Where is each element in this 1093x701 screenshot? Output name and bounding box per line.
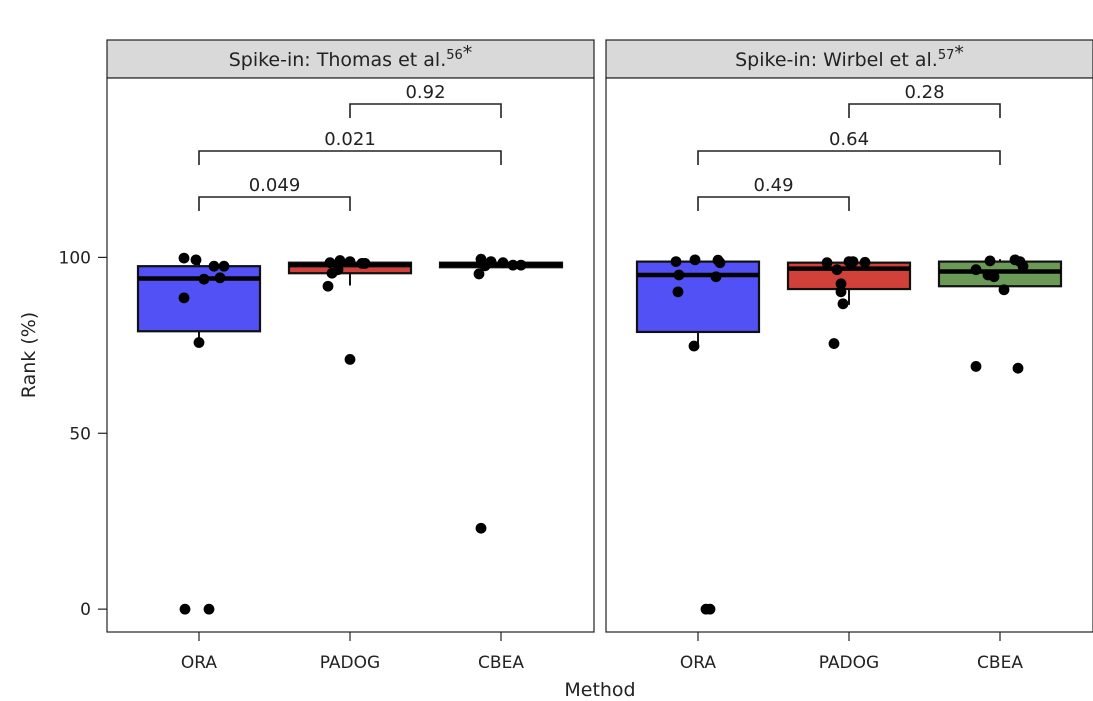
panel-title-main: Spike-in: Thomas et al. — [229, 49, 447, 71]
data-point — [332, 264, 344, 276]
bracket-line — [697, 150, 1001, 165]
data-point — [828, 338, 840, 349]
x-tick-label: PADOG — [320, 653, 380, 673]
data-point — [831, 264, 843, 276]
bracket-line — [349, 103, 502, 118]
bracket-line — [198, 196, 351, 211]
panel-title-superscript: 57 — [938, 48, 955, 63]
data-point — [837, 298, 849, 310]
pvalue-bracket: 0.049 — [198, 175, 351, 211]
panel-1: Spike-in: Thomas et al.56* 0.049 0.021 0.92… — [106, 39, 595, 673]
data-point — [859, 256, 871, 268]
bracket-line — [848, 103, 1001, 118]
data-point — [475, 522, 487, 534]
data-point — [673, 269, 685, 281]
data-point — [324, 257, 336, 269]
pvalue-bracket: 0.92 — [349, 82, 502, 118]
panel-title: Spike-in: Thomas et al.56* — [229, 42, 473, 71]
data-point — [704, 603, 716, 615]
box-padog — [786, 259, 912, 305]
panel-2: Spike-in: Wirbel et al.57* 0.49 0.64 0.28 OR… — [605, 39, 1093, 673]
box-cbea — [937, 259, 1063, 288]
data-point — [497, 257, 509, 269]
y-axis-title: Rank (%) — [18, 312, 40, 398]
data-point — [178, 292, 190, 304]
panel-strip — [106, 39, 595, 79]
panel-title-suffix: * — [463, 42, 473, 64]
data-point — [821, 257, 833, 269]
data-point — [507, 259, 519, 271]
x-tick-label: ORA — [181, 653, 218, 673]
data-point — [344, 256, 356, 268]
panel-title-main: Spike-in: Wirbel et al. — [735, 49, 938, 71]
data-point — [178, 252, 190, 264]
box-body — [937, 260, 1063, 288]
data-point — [198, 273, 210, 285]
data-point — [359, 257, 371, 269]
data-point — [1012, 362, 1024, 374]
data-point — [835, 286, 847, 298]
data-point — [208, 260, 220, 272]
box-ora — [136, 257, 262, 342]
x-tick-label: CBEA — [478, 653, 524, 673]
panel-frame — [605, 77, 1093, 633]
x-tick-label: CBEA — [977, 653, 1023, 673]
pvalue-bracket: 0.28 — [848, 82, 1001, 118]
data-point — [334, 255, 346, 266]
data-point — [473, 268, 485, 280]
pvalue-label: 0.49 — [753, 175, 793, 196]
y-tick-label: 0 — [80, 600, 91, 620]
data-point — [1017, 260, 1029, 272]
pvalue-bracket: 0.64 — [697, 129, 1001, 165]
data-point — [984, 255, 996, 267]
panel-title-superscript: 56 — [446, 48, 463, 63]
data-point — [479, 260, 491, 272]
data-point — [203, 603, 215, 615]
box-body — [136, 265, 262, 333]
pvalue-label: 0.28 — [904, 82, 944, 103]
data-point — [998, 284, 1010, 296]
pvalue-label: 0.021 — [324, 129, 376, 150]
panel-title: Spike-in: Wirbel et al.57* — [735, 42, 964, 71]
pvalue-label: 0.64 — [829, 129, 869, 150]
x-tick-label: ORA — [680, 653, 717, 673]
data-point — [688, 340, 700, 352]
bracket-line — [198, 150, 502, 165]
box-ora — [635, 259, 761, 347]
data-point — [214, 272, 226, 284]
pvalue-label: 0.049 — [249, 175, 301, 196]
x-tick-label: PADOG — [819, 653, 879, 673]
y-tick-label: 100 — [59, 248, 91, 268]
data-point — [344, 353, 356, 365]
data-point — [847, 256, 859, 268]
panel-title-suffix: * — [954, 42, 964, 64]
data-point — [193, 337, 205, 348]
y-tick-label: 50 — [69, 424, 91, 444]
bracket-line — [697, 196, 850, 211]
data-point — [710, 271, 722, 283]
data-point — [970, 264, 982, 276]
pvalue-bracket: 0.49 — [697, 175, 850, 211]
pvalue-bracket: 0.021 — [198, 129, 502, 165]
data-point — [190, 254, 202, 266]
box-body — [635, 260, 761, 334]
data-point — [670, 256, 682, 268]
data-point — [970, 361, 982, 372]
data-point — [515, 259, 527, 271]
data-point — [322, 280, 334, 292]
data-point — [714, 257, 726, 269]
data-point — [988, 271, 1000, 283]
data-point — [179, 603, 191, 615]
panel-strip — [605, 39, 1093, 79]
data-point — [689, 254, 701, 266]
pvalue-label: 0.92 — [405, 82, 445, 103]
data-point — [218, 260, 230, 272]
data-point — [835, 278, 847, 290]
data-point — [672, 286, 684, 298]
x-axis-title: Method — [564, 679, 635, 701]
